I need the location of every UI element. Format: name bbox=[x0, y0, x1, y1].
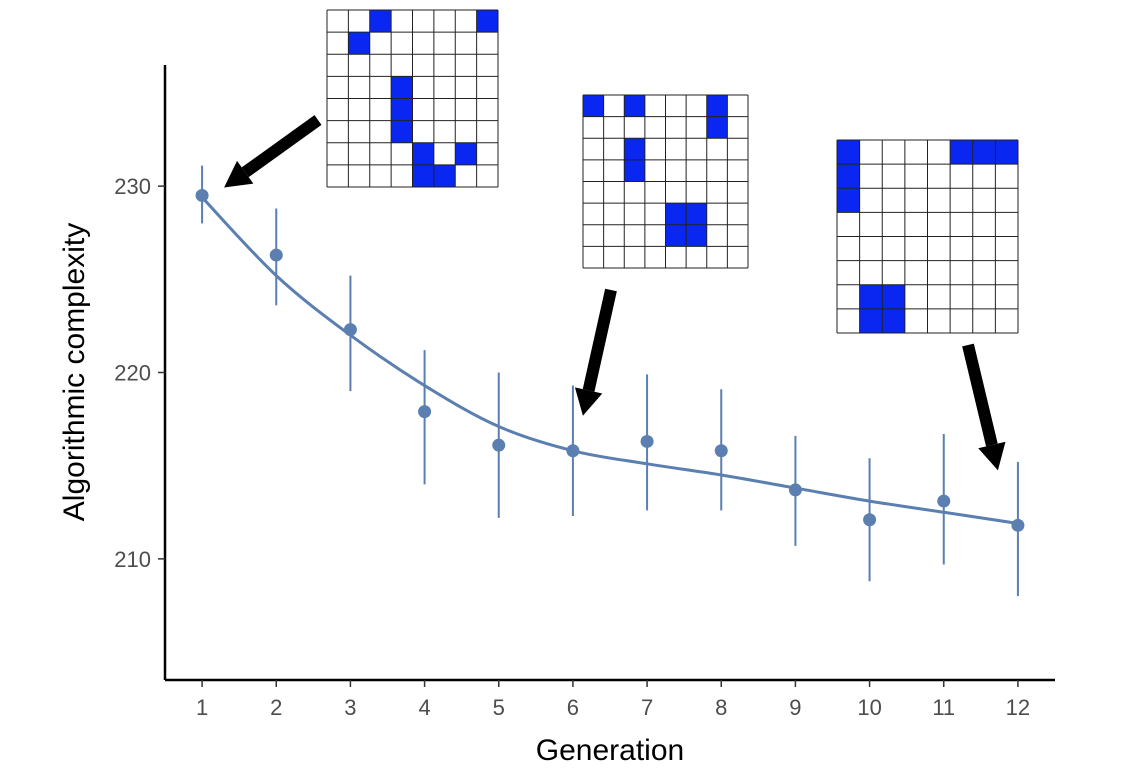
insets bbox=[326, 9, 1019, 334]
grid-cell-filled bbox=[686, 203, 707, 225]
grid-cell-filled bbox=[412, 164, 434, 187]
y-axis-title: Algorithmic complexity bbox=[58, 223, 91, 521]
grid-cell-filled bbox=[837, 140, 860, 165]
grid-cell-filled bbox=[624, 159, 645, 182]
grid-cell-filled bbox=[837, 188, 860, 213]
x-tick-label: 12 bbox=[1006, 695, 1030, 720]
x-tick-label: 6 bbox=[567, 695, 579, 720]
data-point bbox=[492, 438, 506, 452]
arrow-head bbox=[224, 160, 254, 188]
x-tick-label: 11 bbox=[932, 695, 955, 720]
x-tick-label: 10 bbox=[857, 695, 881, 720]
grid-cell-filled bbox=[882, 308, 905, 333]
data-point bbox=[269, 248, 283, 262]
grid-inset bbox=[326, 9, 499, 188]
grid-cell-filled bbox=[391, 98, 413, 121]
grid-cell-filled bbox=[995, 140, 1018, 165]
x-tick-label: 9 bbox=[789, 695, 801, 720]
grid-cell-filled bbox=[859, 284, 883, 309]
x-tick-label: 1 bbox=[196, 695, 208, 720]
x-tick-label: 7 bbox=[641, 695, 653, 720]
y-tick-label: 210 bbox=[114, 547, 151, 572]
grid-cell-filled bbox=[624, 95, 645, 117]
grid-cell-filled bbox=[706, 95, 728, 117]
data-point bbox=[195, 188, 209, 202]
data-point bbox=[640, 434, 654, 448]
grid-cell-filled bbox=[348, 32, 370, 55]
grid-cell-filled bbox=[665, 224, 687, 247]
grid-cell-filled bbox=[412, 142, 434, 165]
arrow-shaft bbox=[582, 288, 617, 392]
data-point bbox=[714, 444, 728, 458]
data-point bbox=[1011, 518, 1025, 532]
smooth-curve-group bbox=[200, 196, 1019, 525]
y-tick-label: 220 bbox=[114, 361, 151, 386]
grid-inset bbox=[836, 139, 1019, 334]
grid-cell-filled bbox=[391, 120, 413, 143]
grid-cell-filled bbox=[686, 224, 707, 247]
points bbox=[195, 188, 1025, 532]
grid-cell-filled bbox=[972, 140, 996, 165]
x-tick-label: 8 bbox=[715, 695, 727, 720]
data-point bbox=[863, 513, 877, 527]
x-tick-label: 4 bbox=[418, 695, 430, 720]
x-axis-title: Generation bbox=[536, 734, 684, 767]
grid-cell-filled bbox=[837, 164, 860, 189]
arrow-shaft bbox=[962, 343, 998, 447]
grid-cell-filled bbox=[624, 138, 645, 160]
grid-cell-filled bbox=[882, 284, 905, 309]
y-tick-label: 230 bbox=[114, 174, 151, 199]
x-tick-label: 5 bbox=[493, 695, 505, 720]
data-point bbox=[937, 494, 951, 508]
data-point bbox=[566, 444, 580, 458]
grid-cell-filled bbox=[859, 308, 883, 333]
grid-cell-filled bbox=[950, 140, 973, 165]
grid-cell-filled bbox=[476, 10, 498, 33]
smooth-curve bbox=[200, 196, 1019, 525]
arrow-head bbox=[574, 387, 603, 416]
arrow-shaft bbox=[241, 115, 322, 178]
grid-cell-filled bbox=[369, 10, 392, 33]
data-point bbox=[788, 483, 802, 497]
grid-cell-filled bbox=[391, 76, 413, 99]
grid-cell-filled bbox=[583, 95, 604, 117]
arrow-head bbox=[978, 441, 1006, 471]
data-point bbox=[343, 323, 357, 337]
data-point bbox=[418, 405, 432, 419]
arrows bbox=[224, 115, 1006, 471]
grid-cell-filled bbox=[665, 203, 687, 225]
grid-cell-filled bbox=[455, 142, 477, 165]
x-tick-label: 3 bbox=[344, 695, 356, 720]
grid-inset bbox=[582, 94, 749, 269]
grid-cell-filled bbox=[706, 116, 728, 139]
grid-cell-filled bbox=[433, 164, 456, 187]
x-tick-label: 2 bbox=[270, 695, 282, 720]
